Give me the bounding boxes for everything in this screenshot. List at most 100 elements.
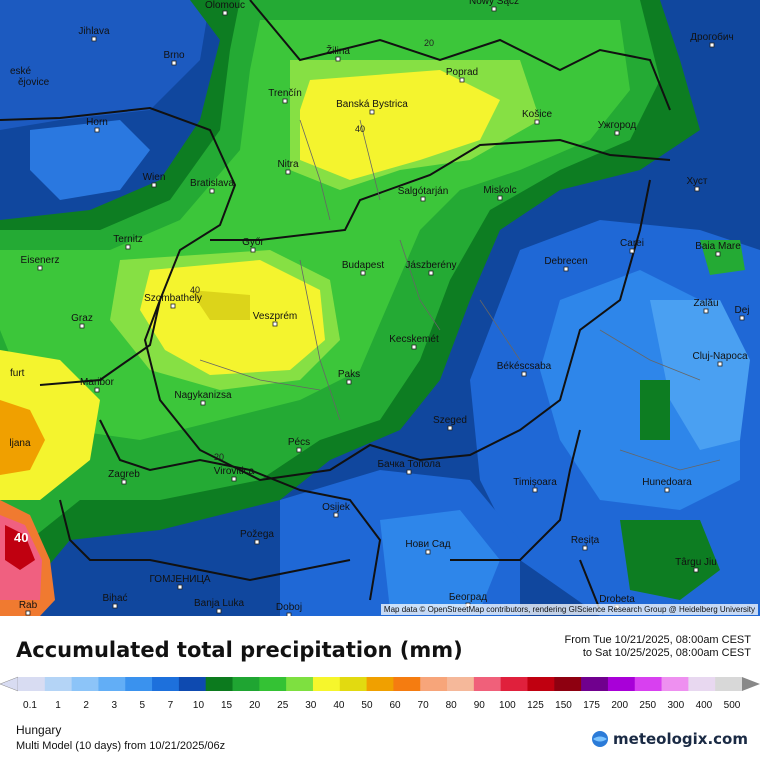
city-dot [360,270,366,276]
scale-swatch [152,677,180,691]
scale-swatch [473,677,502,691]
scale-swatch [393,677,421,691]
city-label: Baia Mare [695,241,741,252]
city-label: Brno [163,50,185,61]
city-dot [285,169,291,175]
precip-field-60-70 [0,400,45,475]
precip-field-3-5-east [650,300,750,450]
city-label: ljana [9,438,31,449]
city-label: Cluj-Napoca [692,351,747,362]
city-marker: Carei [620,238,644,254]
scale-tick-label: 90 [474,700,486,711]
scale-tick-label: 7 [168,700,174,711]
legend-period: From Tue 10/21/2025, 08:00am CEST to Sat… [565,634,752,660]
city-label: Rab [19,600,38,611]
scale-swatch [554,677,582,691]
city-dot [694,186,700,192]
scale-tick-label: 300 [667,700,684,711]
city-marker: Budapest [342,260,384,276]
city-marker: Veszprém [253,311,297,327]
precip-patch-east [640,380,670,440]
city-dot [420,196,426,202]
city-dot [177,584,183,590]
city-label: Zagreb [108,469,140,480]
city-dot [717,361,723,367]
scale-swatch [18,677,46,691]
city-label: Carei [620,238,644,249]
city-marker: Salgótarján [398,186,449,202]
city-dot [532,487,538,493]
city-marker: Timișoara [513,477,557,493]
scale-swatch [98,677,126,691]
city-marker: Reșița [571,535,600,551]
city-label: Дрогобич [690,31,733,43]
city-label: Debrecen [544,256,587,267]
city-label: Dej [734,305,749,316]
scale-tick-label: 200 [611,700,628,711]
city-label: Horn [86,117,108,128]
city-dot [151,182,157,188]
city-label: Нови Сад [405,539,450,550]
city-dot [664,487,670,493]
city-marker: Olomouc [205,0,245,16]
city-marker: Bratislava [190,178,234,194]
city-marker: Osijek [322,502,351,518]
scale-tick-label: 10 [193,700,205,711]
city-marker: Kecskemét [389,334,439,350]
scale-tick-label: 3 [111,700,117,711]
city-dot [739,315,745,321]
precipitation-map[interactable]: 20 40 40 20 40 Olomouc Nowy Sącz Jihlava Br… [0,0,760,616]
city-marker: Хуст [687,176,708,192]
city-label: Virovitica [214,466,255,477]
scale-tick-label: 500 [724,700,741,711]
scale-swatch [232,677,260,691]
scale-swatch [312,677,341,691]
scale-tick-label: 175 [583,700,600,711]
city-marker: ějovice [18,77,50,88]
city-label: Salgótarján [398,186,449,197]
scale-tick-label: 1 [55,700,61,711]
city-label: Miskolc [483,185,516,196]
city-dot [715,251,721,257]
city-label: Banská Bystrica [336,99,408,110]
city-label: Banja Luka [194,598,244,609]
city-marker: Nowy Sącz [469,0,519,12]
city-label: Nagykanizsa [174,390,232,401]
city-marker: Szombathely [144,293,202,309]
city-label: Budapest [342,260,384,271]
city-dot [37,265,43,271]
city-label: Békéscsaba [497,361,552,372]
scale-tick-label: 60 [389,700,401,711]
city-dot [170,303,176,309]
city-label: Bihać [102,593,127,604]
city-label: Trenčín [268,88,302,99]
precip-field-5-7-south [380,510,500,610]
scale-tick-label: 2 [83,700,89,711]
city-label: Reșița [571,535,600,546]
scale-swatch [178,677,207,691]
city-label: Osijek [322,502,351,513]
city-label: Győr [242,237,264,248]
scale-swatch [71,677,99,691]
city-dot [369,109,375,115]
scale-swatch [661,677,689,691]
city-dot [333,512,339,518]
city-marker: Hunedoara [642,477,692,493]
city-marker: ljana [9,438,31,449]
city-marker: Žilina [326,44,350,62]
city-label: Graz [71,313,93,324]
scale-tick-label: 70 [418,700,430,711]
scale-tick-label: 400 [696,700,713,711]
city-marker: Maribor [80,377,115,393]
precip-field-50-60 [190,290,250,320]
city-dot [406,469,412,475]
city-dot [491,6,497,12]
scale-swatch [259,677,287,691]
city-label: Poprad [446,67,478,78]
brand-logo[interactable]: meteologix.com [591,730,748,748]
scale-swatch [205,677,234,691]
city-dot [222,10,228,16]
scale-swatch [500,677,528,691]
precip-field-5-7 [30,120,150,200]
scale-tick-label: 30 [305,700,317,711]
